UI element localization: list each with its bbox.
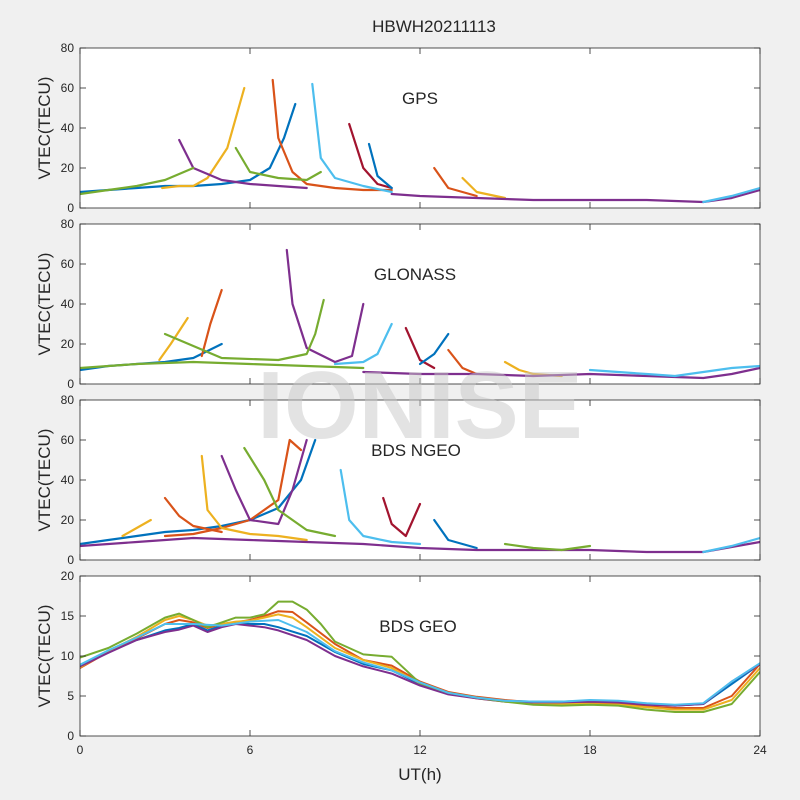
gps-series-line — [234, 146, 322, 182]
bds-ngeo-y-tick-label: 20 — [61, 513, 75, 527]
glonass-series-group — [80, 248, 760, 380]
bds-geo-series-line — [80, 623, 760, 707]
gps-y-axis-label: VTEC(TECU) — [35, 77, 54, 180]
gps-series-line — [433, 166, 478, 198]
x-tick-label: 18 — [583, 743, 597, 757]
figure-title: HBWH20211113 — [372, 17, 496, 36]
gps-series-line — [161, 86, 246, 190]
bds-ngeo-series-line — [702, 536, 760, 554]
gps-series-line — [80, 166, 195, 196]
glonass-y-tick-label: 40 — [61, 297, 75, 311]
gps-y-tick-label: 60 — [61, 81, 75, 95]
bds-ngeo-series-line — [433, 518, 478, 550]
panel-gps: 0 20 40 60 80 VTEC(TECU) GPS — [35, 41, 761, 215]
glonass-y-tick-label: 0 — [67, 377, 74, 391]
gps-y-tick-label: 0 — [67, 201, 74, 215]
glonass-y-tick-label: 20 — [61, 337, 75, 351]
watermark-text: IONISE — [257, 352, 582, 459]
x-tick-label: 24 — [753, 743, 767, 757]
gps-series-line — [367, 142, 393, 190]
bds-ngeo-series-line — [339, 468, 422, 546]
bds-ngeo-series-group — [80, 438, 760, 554]
bds-ngeo-series-line — [121, 518, 152, 538]
glonass-series-line — [404, 326, 436, 370]
glonass-series-line — [200, 288, 223, 358]
bds-geo-y-tick-label: 10 — [61, 649, 75, 663]
glonass-panel-label: GLONASS — [374, 265, 456, 284]
bds-ngeo-series-line — [503, 542, 592, 552]
bds-geo-y-axis-label: VTEC(TECU) — [35, 605, 54, 708]
glonass-series-line — [588, 364, 760, 378]
bds-ngeo-y-tick-label: 40 — [61, 473, 75, 487]
gps-plot-area — [80, 48, 760, 208]
glonass-series-line — [80, 360, 365, 370]
bds-ngeo-panel-label: BDS NGEO — [371, 441, 461, 460]
gps-y-tick-label: 40 — [61, 121, 75, 135]
bds-geo-y-tick-label: 20 — [61, 569, 75, 583]
x-tick-labels: 0 6 12 18 24 — [77, 743, 767, 757]
bds-ngeo-series-line — [220, 438, 308, 526]
glonass-series-line — [362, 366, 760, 380]
bds-geo-series-line — [80, 619, 760, 706]
bds-ngeo-series-line — [382, 496, 422, 538]
bds-ngeo-series-line — [163, 496, 223, 534]
bds-geo-y-tick-label: 0 — [67, 729, 74, 743]
bds-geo-y-tick-label: 15 — [61, 609, 75, 623]
panel-glonass: 0 20 40 60 80 VTEC(TECU) GLONASS — [35, 217, 761, 391]
bds-geo-plot-area — [80, 576, 760, 736]
gps-y-tick-label: 20 — [61, 161, 75, 175]
gps-series-line — [271, 78, 393, 192]
glonass-series-line — [285, 248, 365, 364]
gps-series-line — [311, 82, 393, 194]
x-tick-label: 12 — [413, 743, 427, 757]
bds-geo-series-line — [80, 600, 760, 713]
bds-ngeo-y-tick-label: 0 — [67, 553, 74, 567]
glonass-y-tick-label: 80 — [61, 217, 75, 231]
gps-series-line — [702, 186, 760, 204]
gps-series-line — [461, 176, 507, 200]
bds-ngeo-y-tick-label: 80 — [61, 393, 75, 407]
glonass-series-line — [163, 298, 325, 362]
gps-y-tick-label: 80 — [61, 41, 75, 55]
gps-series-line — [178, 138, 308, 190]
glonass-series-line — [333, 322, 393, 366]
glonass-y-axis-label: VTEC(TECU) — [35, 253, 54, 356]
panel-bds-ngeo: 0 20 40 60 80 VTEC(TECU) BDS NGEO — [35, 393, 761, 567]
bds-geo-series-group — [80, 600, 760, 713]
gps-series-line — [390, 188, 760, 204]
bds-ngeo-series-line — [200, 454, 308, 542]
bds-ngeo-series-line — [243, 446, 337, 538]
bds-ngeo-y-tick-label: 60 — [61, 433, 75, 447]
x-tick-label: 6 — [247, 743, 254, 757]
bds-ngeo-y-axis-label: VTEC(TECU) — [35, 429, 54, 532]
bds-geo-y-tick-label: 5 — [67, 689, 74, 703]
bds-geo-panel-label: BDS GEO — [379, 617, 456, 636]
x-tick-label: 0 — [77, 743, 84, 757]
x-axis-label: UT(h) — [398, 765, 441, 784]
glonass-y-tick-label: 60 — [61, 257, 75, 271]
glonass-series-line — [418, 332, 450, 366]
gps-series-line — [348, 122, 393, 190]
glonass-series-line — [447, 348, 478, 376]
glonass-series-line — [158, 316, 189, 362]
gps-panel-label: GPS — [402, 89, 438, 108]
gps-series-group — [80, 78, 760, 204]
panel-bds-geo: 0 5 10 15 20 VTEC(TECU) BDS GEO — [35, 569, 761, 743]
bds-ngeo-series-line — [80, 536, 760, 554]
